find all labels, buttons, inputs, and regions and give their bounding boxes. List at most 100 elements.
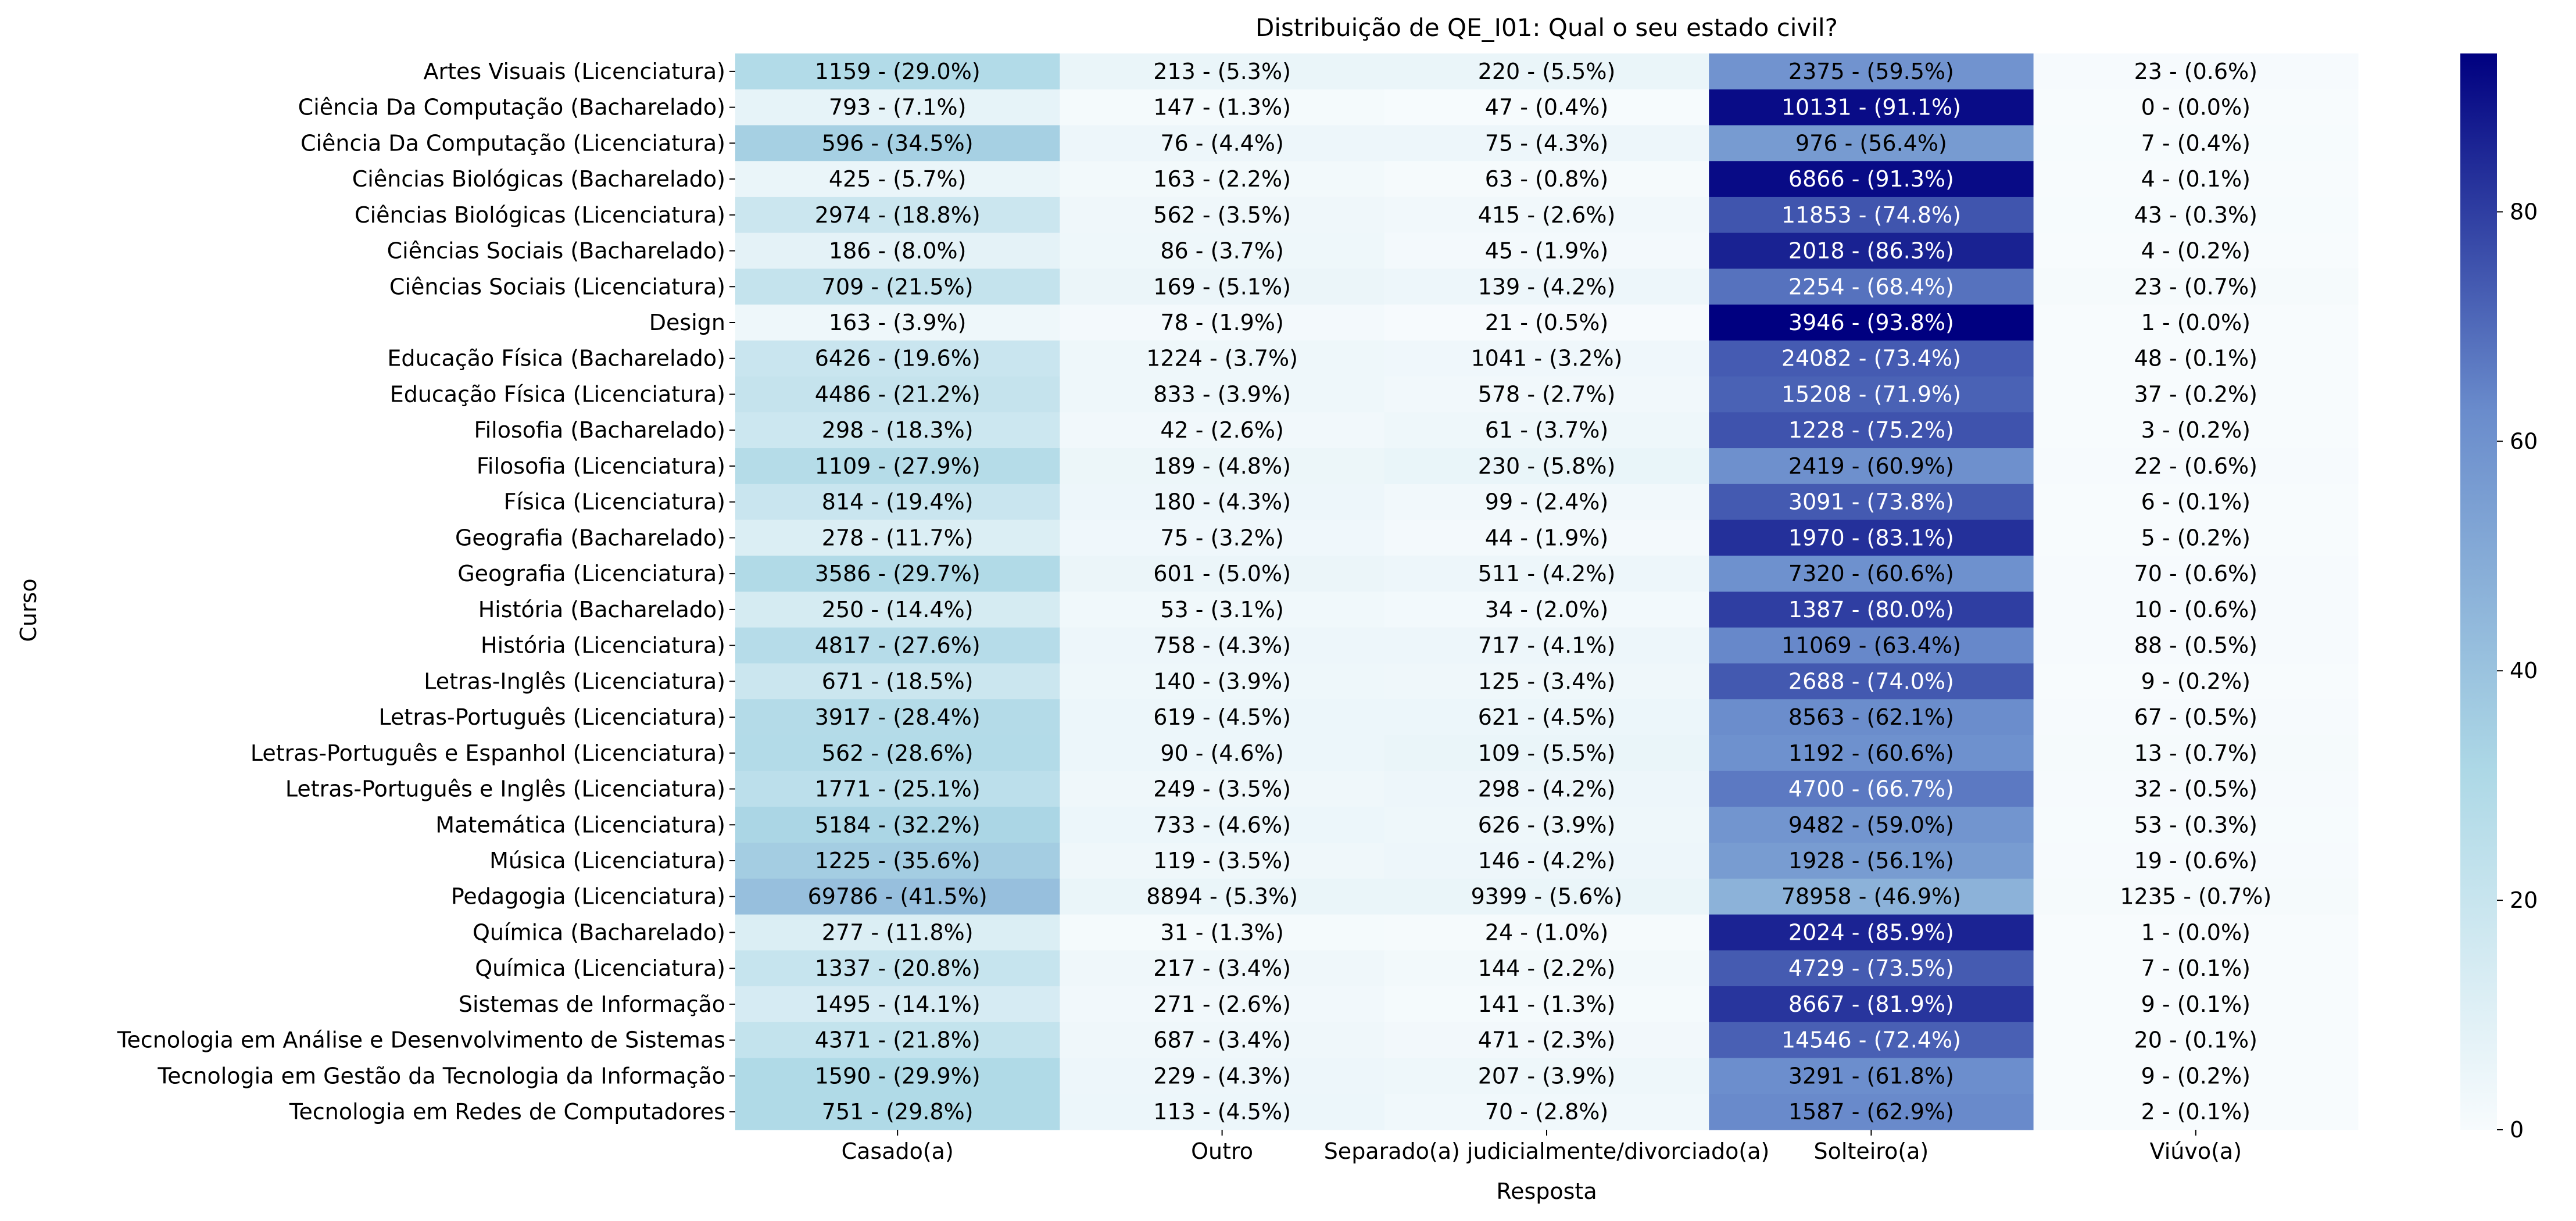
heatmap-cell xyxy=(2033,771,2359,807)
cell-value-label: 9 - (0.1%) xyxy=(2141,991,2251,1017)
cell-value-label: 415 - (2.6%) xyxy=(1478,202,1616,228)
cell-value-label: 1224 - (3.7%) xyxy=(1146,346,1298,371)
heatmap-cell xyxy=(1709,484,2034,521)
colorbar-tick-label: 20 xyxy=(2510,887,2538,913)
cell-value-label: 3586 - (29.7%) xyxy=(815,561,981,586)
cell-value-label: 75 - (3.2%) xyxy=(1160,525,1283,550)
heatmap-cell xyxy=(1709,89,2034,126)
heatmap-cell xyxy=(735,1058,1060,1094)
heatmap-cell xyxy=(2033,1094,2359,1130)
x-tick-label: Solteiro(a) xyxy=(1814,1138,1929,1164)
y-tick-label: Geografia (Licenciatura) xyxy=(457,561,725,586)
heatmap-cell xyxy=(1709,735,2034,772)
y-tick-label: História (Licenciatura) xyxy=(481,633,725,658)
cell-value-label: 4700 - (66.7%) xyxy=(1788,776,1954,802)
heatmap-cell xyxy=(735,305,1060,341)
heatmap-cell xyxy=(735,592,1060,628)
heatmap-cell xyxy=(1384,556,1709,592)
heatmap-cell xyxy=(2033,986,2359,1023)
cell-value-label: 619 - (4.5%) xyxy=(1153,704,1291,730)
cell-value-label: 1337 - (20.8%) xyxy=(815,955,981,981)
colorbar xyxy=(2460,53,2497,1130)
heatmap-cell xyxy=(735,699,1060,736)
y-tick-label: Letras-Português (Licenciatura) xyxy=(379,704,725,730)
cell-value-label: 4 - (0.2%) xyxy=(2141,238,2251,264)
heatmap-cell xyxy=(1384,161,1709,198)
heatmap-cell xyxy=(1060,448,1385,485)
cell-value-label: 7 - (0.1%) xyxy=(2141,955,2251,981)
cell-value-label: 2974 - (18.8%) xyxy=(815,202,981,228)
cell-value-label: 2254 - (68.4%) xyxy=(1788,274,1954,299)
cell-value-label: 733 - (4.6%) xyxy=(1153,812,1291,837)
heatmap-cell xyxy=(1709,878,2034,915)
cell-value-label: 271 - (2.6%) xyxy=(1153,991,1291,1017)
cell-value-label: 86 - (3.7%) xyxy=(1160,238,1283,264)
heatmap-cell xyxy=(1384,878,1709,915)
y-tick-label: Ciência Da Computação (Bacharelado) xyxy=(298,95,725,120)
cell-value-label: 9 - (0.2%) xyxy=(2141,1063,2251,1088)
heatmap-cell xyxy=(2033,592,2359,628)
heatmap-cell xyxy=(1060,520,1385,556)
colorbar-tick-label: 0 xyxy=(2510,1117,2524,1143)
heatmap-cell xyxy=(735,196,1060,234)
cell-value-label: 1387 - (80.0%) xyxy=(1788,597,1954,622)
heatmap-cell xyxy=(2033,914,2359,951)
cell-value-label: 298 - (4.2%) xyxy=(1478,776,1616,802)
cell-value-label: 63 - (0.8%) xyxy=(1485,166,1608,192)
cell-value-label: 70 - (2.8%) xyxy=(1485,1099,1608,1125)
heatmap-cell xyxy=(2033,699,2359,736)
heatmap-cell xyxy=(1060,807,1385,843)
cell-value-label: 1495 - (14.1%) xyxy=(815,991,981,1017)
cell-value-label: 23 - (0.7%) xyxy=(2134,274,2257,299)
heatmap-cell xyxy=(735,950,1060,987)
cell-value-label: 1587 - (62.9%) xyxy=(1788,1099,1954,1125)
cell-value-label: 3 - (0.2%) xyxy=(2141,417,2251,443)
cell-value-label: 3946 - (93.8%) xyxy=(1788,310,1954,335)
cell-value-label: 3291 - (61.8%) xyxy=(1788,1063,1954,1088)
y-tick-label: Filosofia (Licenciatura) xyxy=(477,453,725,479)
heatmap-cell xyxy=(1709,161,2034,198)
heatmap-cell xyxy=(735,484,1060,521)
heatmap-cell xyxy=(735,89,1060,126)
heatmap-cell xyxy=(1709,412,2034,449)
heatmap-cell xyxy=(735,878,1060,915)
cell-value-label: 99 - (2.4%) xyxy=(1485,489,1608,515)
cell-value-label: 8667 - (81.9%) xyxy=(1788,991,1954,1017)
heatmap-cell xyxy=(1709,448,2034,485)
cell-value-label: 425 - (5.7%) xyxy=(829,166,967,192)
heatmap-cell xyxy=(1060,412,1385,449)
cell-value-label: 2018 - (86.3%) xyxy=(1788,238,1954,264)
heatmap-cell xyxy=(735,448,1060,485)
cell-value-label: 69786 - (41.5%) xyxy=(808,884,988,910)
cell-value-label: 5184 - (32.2%) xyxy=(815,812,981,837)
cell-value-label: 833 - (3.9%) xyxy=(1153,381,1291,407)
cell-value-label: 709 - (21.5%) xyxy=(822,274,974,299)
cell-value-label: 88 - (0.5%) xyxy=(2134,633,2257,658)
heatmap-cell xyxy=(1709,1094,2034,1130)
cell-value-label: 1970 - (83.1%) xyxy=(1788,525,1954,550)
cell-value-label: 169 - (5.1%) xyxy=(1153,274,1291,299)
heatmap-cell xyxy=(1709,699,2034,736)
heatmap-cell xyxy=(735,556,1060,592)
cell-value-label: 53 - (3.1%) xyxy=(1160,597,1283,622)
heatmap-cell xyxy=(735,376,1060,413)
cell-value-label: 119 - (3.5%) xyxy=(1153,848,1291,873)
cell-value-label: 78 - (1.9%) xyxy=(1160,310,1283,335)
cell-value-label: 24 - (1.0%) xyxy=(1485,919,1608,945)
heatmap-cell xyxy=(1384,986,1709,1023)
cell-value-label: 109 - (5.5%) xyxy=(1478,740,1616,766)
heatmap-cell xyxy=(2033,196,2359,234)
y-tick-label: Tecnologia em Redes de Computadores xyxy=(289,1099,725,1125)
heatmap-cell xyxy=(1384,592,1709,628)
cell-value-label: 1771 - (25.1%) xyxy=(815,776,981,802)
cell-value-label: 146 - (4.2%) xyxy=(1478,848,1616,873)
heatmap-cell xyxy=(735,914,1060,951)
cell-value-label: 298 - (18.3%) xyxy=(822,417,974,443)
cell-value-label: 11853 - (74.8%) xyxy=(1781,202,1961,228)
heatmap-cell xyxy=(2033,807,2359,843)
cell-value-label: 1590 - (29.9%) xyxy=(815,1063,981,1088)
cell-value-label: 90 - (4.6%) xyxy=(1160,740,1283,766)
heatmap-cell xyxy=(1060,843,1385,879)
heatmap-cell xyxy=(1060,699,1385,736)
cell-value-label: 37 - (0.2%) xyxy=(2134,381,2257,407)
